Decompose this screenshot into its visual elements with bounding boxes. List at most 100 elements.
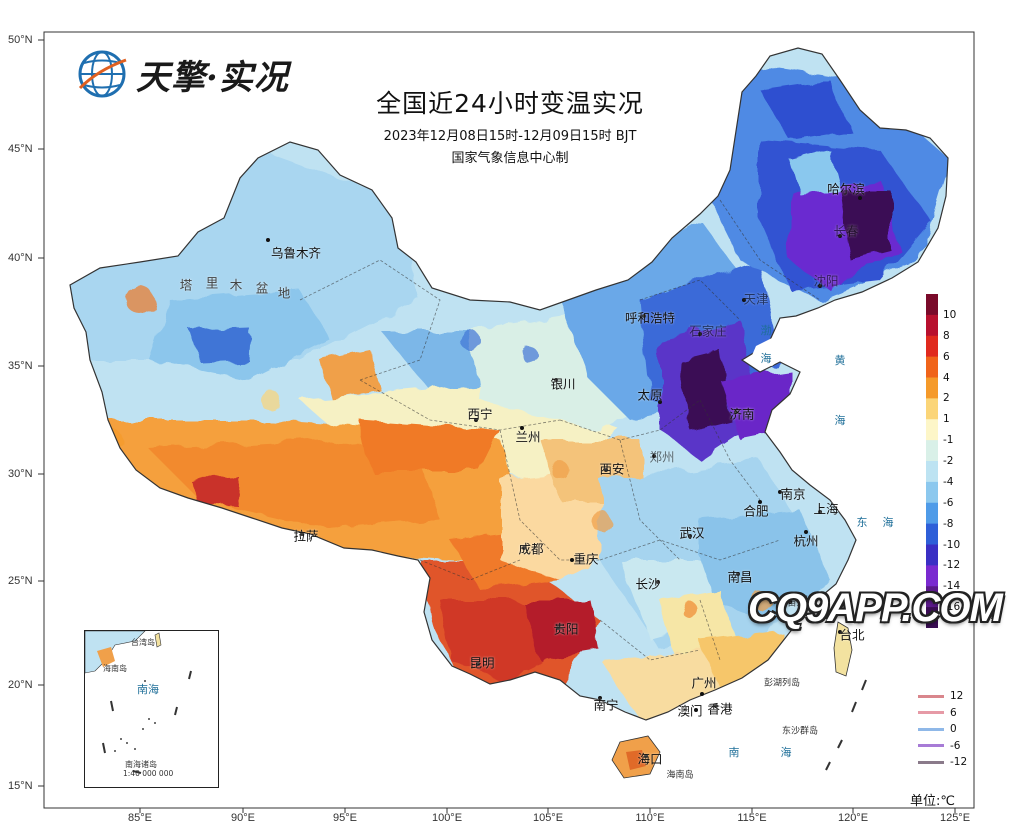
city-label: 南京: [780, 486, 806, 502]
contour-legend-label: 12: [950, 690, 964, 703]
sea-label: 彭湖列岛: [763, 678, 801, 689]
colorbar-tick-label: -4: [943, 475, 954, 488]
lon-label-85: 85°E: [128, 812, 152, 824]
bohai-sea-area: [750, 334, 790, 366]
colorbar-tick-label: 10: [943, 308, 957, 321]
contour-legend-label: -12: [950, 756, 968, 769]
city-label: 沈阳: [813, 273, 839, 289]
sea-label: 黄: [834, 354, 846, 367]
lon-label-95: 95°E: [333, 812, 357, 824]
city-label: 福州: [783, 593, 809, 609]
colorbar-tick-label: -10: [943, 538, 961, 551]
city-label: 郑州: [649, 449, 675, 465]
map-subtitle: 2023年12月08日15时-12月09日15时 BJT: [383, 129, 637, 144]
contour-legend-row: -6: [918, 738, 967, 755]
colorbar-tick-label: 4: [943, 371, 950, 384]
city-label: 澳门: [677, 703, 703, 719]
city-label: 银川: [550, 376, 576, 392]
colorbar-tick-label: 6: [943, 350, 950, 363]
lat-label-45: 45°N: [8, 143, 33, 155]
inset-scale: 1:40 000 000: [123, 769, 174, 778]
colorbar-swatch: [926, 314, 938, 337]
colorbar-tick-label: -2: [943, 455, 954, 467]
sea-label: 海南岛: [666, 770, 694, 781]
colorbar-swatch: [926, 356, 938, 378]
city-label: 上海: [813, 501, 839, 517]
city-label: 广州: [691, 675, 717, 691]
axis-ticks: [38, 39, 956, 813]
city-label: 济南: [729, 406, 755, 422]
unit-label: 单位:℃: [910, 794, 955, 809]
lat-label-30: 30°N: [8, 468, 33, 480]
colorbar-tick-label: -12: [943, 559, 961, 572]
colorbar-swatch: [926, 502, 938, 525]
lon-label-105: 105°E: [532, 812, 564, 824]
city-label: 长沙: [635, 576, 661, 592]
colorbar: [926, 294, 938, 628]
city-label: 成都: [518, 541, 544, 557]
sea-label: 海: [882, 516, 894, 529]
contour-legend-label: -6: [950, 739, 961, 752]
lat-label-35: 35°N: [8, 360, 33, 372]
globe-icon: [78, 50, 127, 98]
region-label: 里: [205, 275, 219, 291]
contour-line-swatch: [918, 760, 944, 764]
contour-line-swatch: [918, 711, 944, 715]
colorbar-tick-label: 1: [943, 413, 950, 426]
city-label: 呼和浩特: [624, 310, 676, 326]
contour-line-swatch: [918, 694, 944, 698]
colorbar-swatch: [926, 586, 938, 608]
contour-line-swatch: [918, 727, 944, 731]
inset-hainan-label: 海南岛: [103, 664, 127, 673]
region-label: 木: [229, 277, 243, 293]
city-label: 昆明: [469, 655, 495, 671]
contour-legend-row: 0: [918, 721, 967, 738]
map-title: 全国近24小时变温实况: [376, 89, 644, 118]
colorbar-tick-label: -14: [943, 580, 961, 593]
watermark: CQ9APP.COM: [748, 586, 1003, 630]
contour-legend-row: -12: [918, 754, 967, 771]
colorbar-tick-label: -16: [943, 601, 961, 614]
city-label: 西宁: [467, 406, 493, 422]
colorbar-swatch: [926, 377, 938, 399]
map-producer: 国家气象信息中心制: [451, 151, 569, 166]
sea-label: 海: [834, 414, 846, 427]
lat-label-40: 40°N: [8, 252, 33, 264]
colorbar-swatch: [926, 335, 938, 358]
colorbar-tick-label: 2: [943, 392, 950, 405]
city-label: 香港: [707, 701, 733, 717]
lon-label-120: 120°E: [837, 812, 869, 824]
city-label: 哈尔滨: [827, 181, 865, 197]
colorbar-swatch: [926, 607, 938, 628]
logo-text: 天擎·实况: [136, 57, 289, 98]
city-label: 兰州: [515, 429, 541, 445]
inset-taiwan-label: 台湾岛: [131, 638, 155, 647]
inset-sea-label: 南海: [137, 683, 159, 696]
logo: 天擎·实况: [76, 48, 289, 100]
colorbar-swatch: [926, 294, 938, 316]
lat-label-15: 15°N: [8, 780, 33, 792]
contour-legend-label: 0: [950, 723, 957, 736]
city-label: 合肥: [743, 503, 769, 519]
contour-legend-label: 6: [950, 706, 957, 719]
colorbar-swatch: [926, 440, 938, 462]
contour-legend: 12 6 0 -6 -12: [918, 688, 967, 771]
contour-legend-row: 6: [918, 705, 967, 722]
colorbar-swatch: [926, 481, 938, 504]
city-label: 台北: [839, 627, 865, 643]
colorbar-tick-label: -8: [943, 517, 954, 530]
city-label: 拉萨: [293, 528, 319, 544]
colorbar-swatch: [926, 419, 938, 441]
lon-label-115: 115°E: [737, 812, 767, 824]
south-china-sea-inset: 台湾岛 海南岛 南海 南海诸岛 1:40 000 000: [84, 630, 219, 788]
colorbar-tick-label: -1: [943, 434, 954, 447]
lon-label-100: 100°E: [431, 812, 463, 824]
sea-boundary-dashes: [825, 679, 867, 771]
sea-label: 东: [856, 516, 868, 529]
colorbar-swatch: [926, 523, 938, 545]
city-label: 长春: [833, 223, 859, 239]
lon-label-125: 125°E: [939, 812, 971, 824]
map-frame: [43, 31, 975, 809]
city-label: 武汉: [679, 525, 705, 541]
